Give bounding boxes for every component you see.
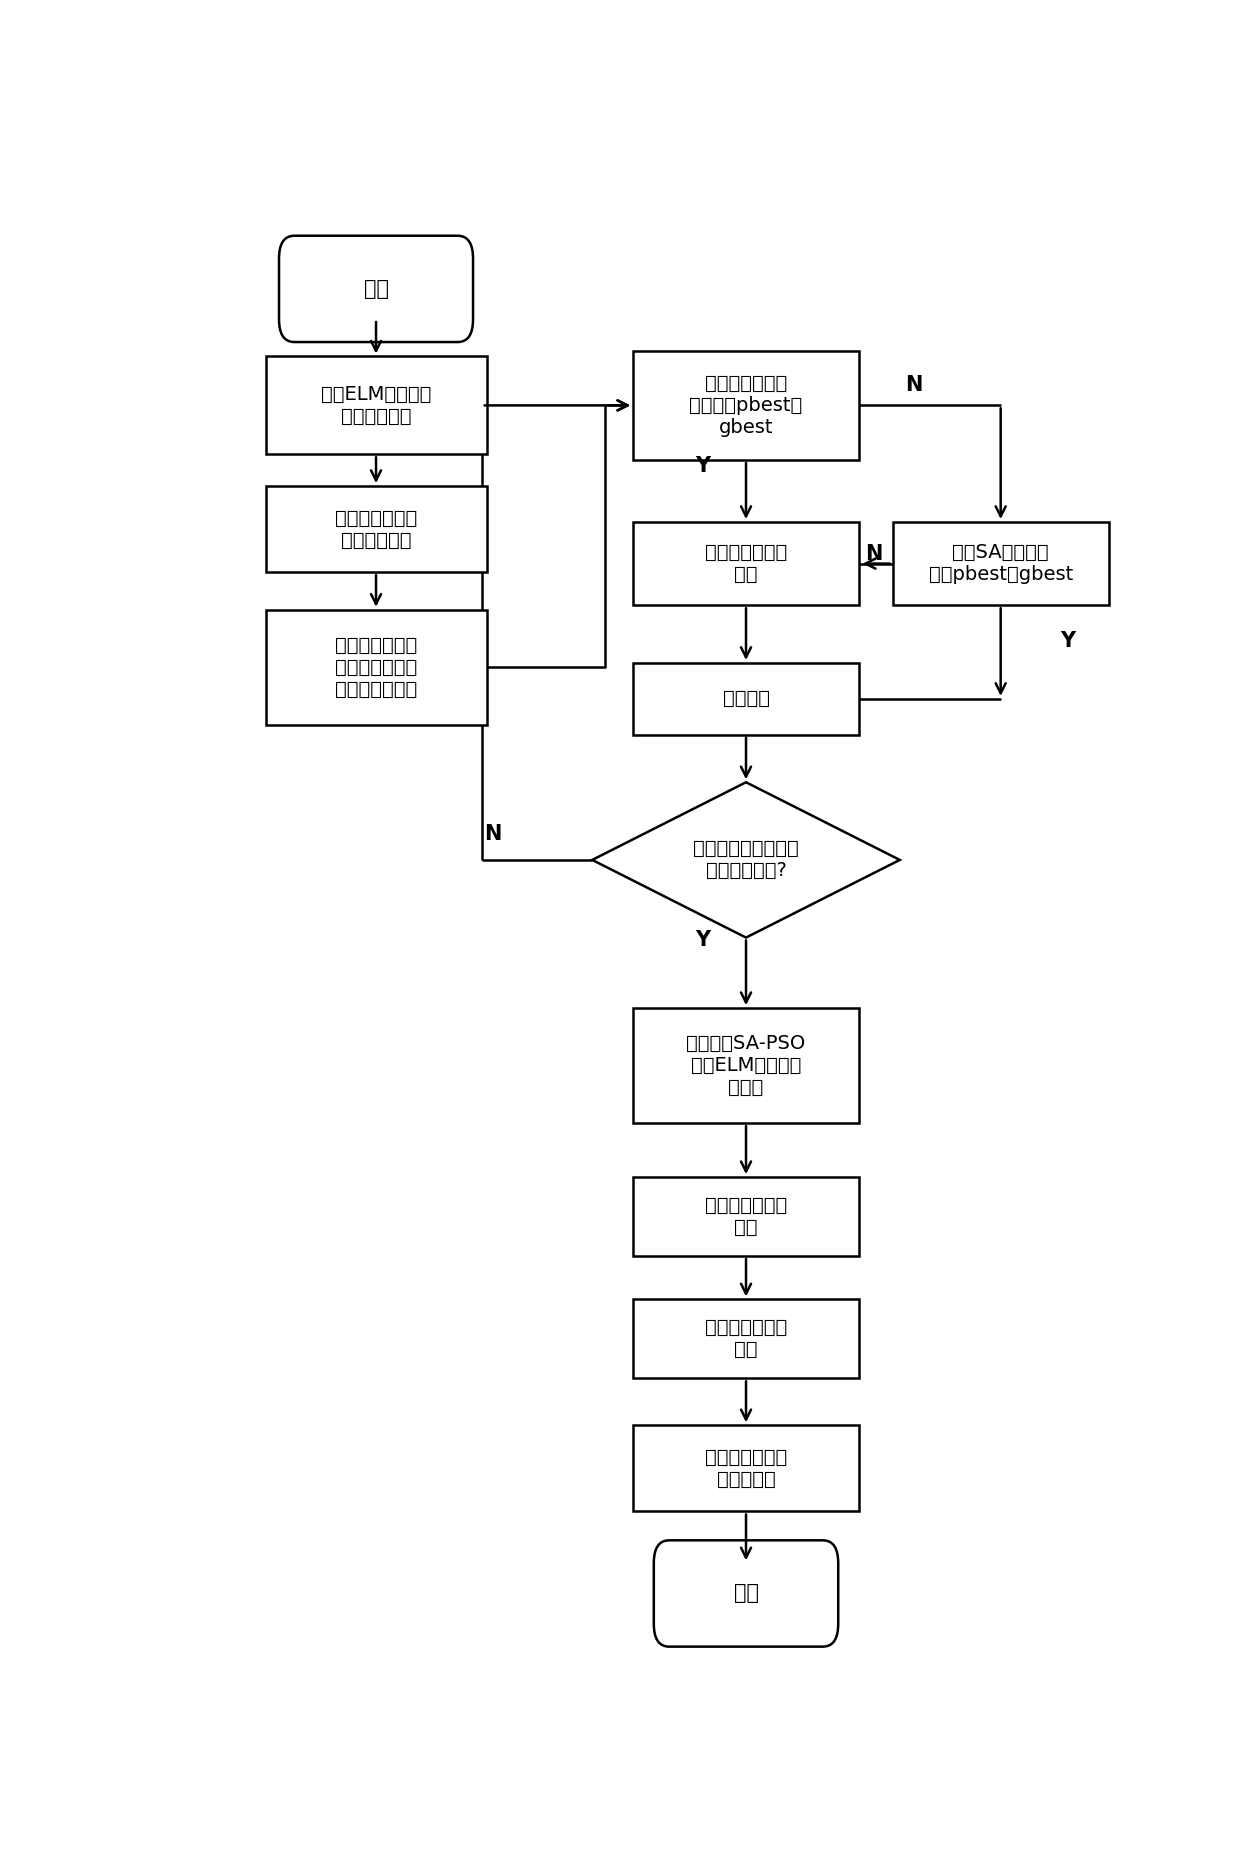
Bar [634,1425,859,1511]
Text: 计算隐藏层输出
矩阵: 计算隐藏层输出 矩阵 [704,1196,787,1237]
FancyBboxPatch shape [653,1541,838,1646]
Text: 计算输出层权值
矩阵: 计算输出层权值 矩阵 [704,1319,787,1360]
Text: Y: Y [1060,631,1075,652]
Bar [634,521,859,605]
Text: Y: Y [696,930,711,951]
Text: 输出改进SA-PSO
优化ELM输入权值
和阈值: 输出改进SA-PSO 优化ELM输入权值 和阈值 [687,1035,806,1097]
FancyBboxPatch shape [279,235,472,342]
Polygon shape [593,783,900,938]
Text: 优化完成的极限
学习机模型: 优化完成的极限 学习机模型 [704,1448,787,1489]
Bar [893,521,1109,605]
Text: 设置ELM激活函数
和隐藏层节点: 设置ELM激活函数 和隐藏层节点 [321,385,432,426]
Bar [265,357,486,454]
Text: 初始化粒子群及
其位置和速度: 初始化粒子群及 其位置和速度 [335,508,417,549]
Text: 计算粒子的局部
最优和全局最优
位置和初始温度: 计算粒子的局部 最优和全局最优 位置和初始温度 [335,635,417,699]
Text: N: N [485,824,502,844]
Bar [634,351,859,460]
Bar [265,609,486,725]
Text: 更新粒子速度和
位置: 更新粒子速度和 位置 [704,544,787,585]
Bar [634,663,859,734]
Text: 根据适应度判断
是否更新pbest和
gbest: 根据适应度判断 是否更新pbest和 gbest [689,374,802,437]
Text: 退温操作: 退温操作 [723,689,770,708]
Bar [634,1009,859,1123]
Text: 达到最大迭代次数或
达到精度要求?: 达到最大迭代次数或 达到精度要求? [693,839,799,880]
Bar [265,486,486,572]
Text: N: N [905,375,923,396]
Text: Y: Y [696,456,711,476]
Text: 执行SA计算是否
更新pbest和gbest: 执行SA计算是否 更新pbest和gbest [929,544,1073,585]
Text: 结束: 结束 [734,1584,759,1603]
Text: N: N [866,544,883,564]
Bar [634,1300,859,1379]
Bar [634,1177,859,1255]
Text: 开始: 开始 [363,278,388,299]
